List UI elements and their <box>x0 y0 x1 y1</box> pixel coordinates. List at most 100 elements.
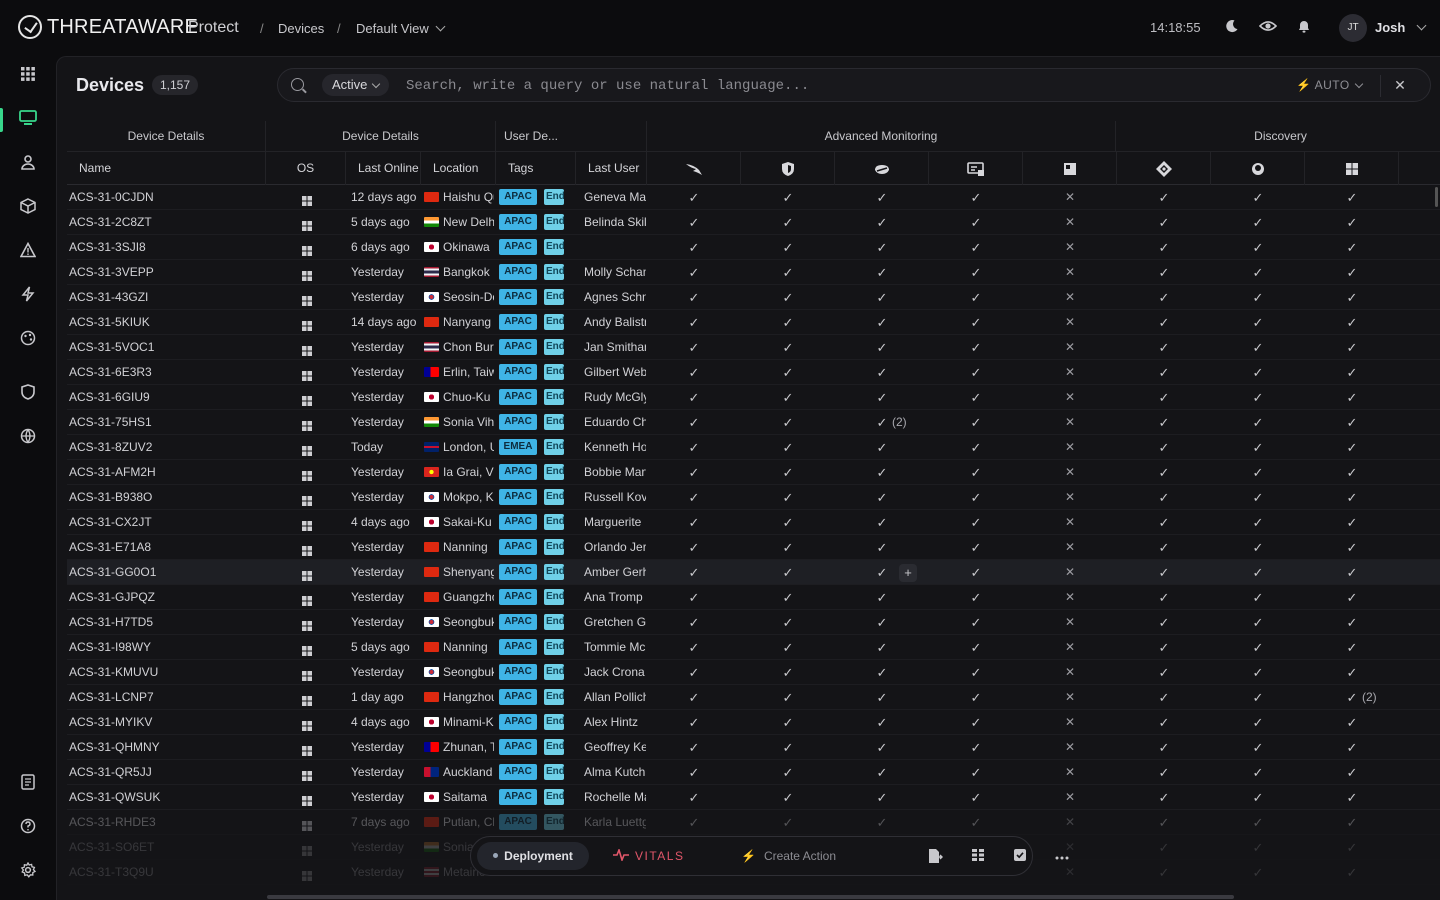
check-icon[interactable]: ✓ <box>1252 715 1264 730</box>
check-icon[interactable]: ✓ <box>876 590 888 605</box>
device-name[interactable]: ACS-31-RHDE3 <box>69 815 156 829</box>
check-icon[interactable]: ✓ <box>1252 340 1264 355</box>
check-icon[interactable]: ✓ <box>1158 365 1170 380</box>
device-name[interactable]: ACS-31-QR5JJ <box>69 765 152 779</box>
view-selector[interactable]: Default View <box>356 21 446 36</box>
check-icon[interactable]: ✓ <box>876 740 888 755</box>
check-icon[interactable]: ✓ <box>876 365 888 380</box>
region-tag[interactable]: APAC <box>499 664 537 680</box>
region-tag[interactable]: APAC <box>499 639 537 655</box>
check-icon[interactable]: ✓ <box>688 740 700 755</box>
help-icon[interactable] <box>14 812 42 840</box>
check-icon[interactable]: ✓ <box>876 440 888 455</box>
check-icon[interactable]: ✓ <box>782 490 794 505</box>
check-icon[interactable]: ✓ <box>1252 390 1264 405</box>
check-icon[interactable]: ✓ <box>688 315 700 330</box>
check-icon[interactable]: ✓ <box>876 290 888 305</box>
network-icon[interactable] <box>14 422 42 450</box>
cross-icon[interactable]: ✕ <box>1064 390 1076 404</box>
check-icon[interactable]: ✓ <box>876 715 888 730</box>
check-icon[interactable]: ✓ <box>782 640 794 655</box>
check-icon[interactable]: ✓ <box>1158 190 1170 205</box>
check-icon[interactable]: ✓ <box>688 715 700 730</box>
region-tag[interactable]: APAC <box>499 214 537 230</box>
check-icon[interactable]: ✓ <box>782 190 794 205</box>
check-icon[interactable]: ✓ <box>970 340 982 355</box>
device-name[interactable]: ACS-31-SO6ET <box>69 840 155 854</box>
check-icon[interactable]: ✓ <box>688 240 700 255</box>
check-icon[interactable]: ✓ <box>1346 515 1358 530</box>
table-row[interactable]: ACS-31-6E3R3 Yesterday Erlin, Taiwan APAC En… <box>67 360 1440 385</box>
check-icon[interactable]: ✓ <box>970 790 982 805</box>
check-icon[interactable]: ✓ <box>876 540 888 555</box>
check-icon[interactable]: ✓ <box>970 565 982 580</box>
check-icon[interactable]: ✓ <box>1346 240 1358 255</box>
check-icon[interactable]: ✓ <box>1252 440 1264 455</box>
check-icon[interactable]: ✓ <box>1158 540 1170 555</box>
check-icon[interactable]: ✓ <box>1346 715 1358 730</box>
check-icon[interactable]: ✓ <box>1252 515 1264 530</box>
region-tag[interactable]: APAC <box>499 589 537 605</box>
query-mode-selector[interactable]: ⚡ AUTO <box>1296 78 1363 92</box>
check-icon[interactable]: ✓ <box>1346 415 1358 430</box>
region-tag[interactable]: APAC <box>499 239 537 255</box>
env-tag[interactable]: Endpoint <box>544 564 564 580</box>
region-tag[interactable]: APAC <box>499 339 537 355</box>
check-icon[interactable]: ✓ <box>1346 490 1358 505</box>
check-icon[interactable]: ✓ <box>970 240 982 255</box>
check-icon[interactable]: ✓ <box>782 340 794 355</box>
check-icon[interactable]: ✓ <box>688 415 700 430</box>
check-icon[interactable]: ✓ <box>970 740 982 755</box>
check-icon[interactable]: ✓ <box>876 340 888 355</box>
check-icon[interactable]: ✓ <box>1158 815 1170 830</box>
cross-icon[interactable]: ✕ <box>1064 290 1076 304</box>
col-windows[interactable] <box>1305 152 1399 185</box>
check-icon[interactable]: ✓ <box>1158 615 1170 630</box>
env-tag[interactable]: Endpoint <box>544 764 564 780</box>
cross-icon[interactable]: ✕ <box>1064 565 1076 579</box>
check-icon[interactable]: ✓ <box>1158 415 1170 430</box>
cross-icon[interactable]: ✕ <box>1064 465 1076 479</box>
check-icon[interactable]: ✓ <box>782 465 794 480</box>
table-row[interactable]: ACS-31-6GIU9 Yesterday Chuo-Ku APAC Endpoint… <box>67 385 1440 410</box>
check-icon[interactable]: ✓ <box>1346 815 1358 830</box>
check-icon[interactable]: ✓ <box>782 815 794 830</box>
check-icon[interactable]: ✓ <box>688 515 700 530</box>
check-icon[interactable]: ✓ <box>688 440 700 455</box>
check-icon[interactable]: ✓ <box>1346 765 1358 780</box>
env-tag[interactable]: Endpoint <box>544 314 564 330</box>
col-sentinelone[interactable] <box>835 152 929 185</box>
env-tag[interactable]: Endpoint <box>544 539 564 555</box>
region-tag[interactable]: APAC <box>499 614 537 630</box>
check-icon[interactable]: ✓ <box>782 440 794 455</box>
device-name[interactable]: ACS-31-6GIU9 <box>69 390 150 404</box>
table-row[interactable]: ACS-31-LCNP7 1 day ago Hangzhou APAC Endpoin… <box>67 685 1440 710</box>
device-name[interactable]: ACS-31-5VOC1 <box>69 340 155 354</box>
check-icon[interactable]: ✓ <box>1252 190 1264 205</box>
check-icon[interactable]: ✓ <box>970 440 982 455</box>
check-icon[interactable]: ✓ <box>1252 490 1264 505</box>
check-icon[interactable]: ✓ <box>782 665 794 680</box>
region-tag[interactable]: APAC <box>499 464 537 480</box>
check-icon[interactable]: ✓ <box>970 715 982 730</box>
check-icon[interactable]: ✓ <box>1158 515 1170 530</box>
check-icon[interactable]: ✓ <box>1346 740 1358 755</box>
check-icon[interactable]: ✓ <box>876 515 888 530</box>
check-icon[interactable]: ✓ <box>1252 690 1264 705</box>
check-icon[interactable]: ✓ <box>970 315 982 330</box>
check-icon[interactable]: ✓ <box>1158 590 1170 605</box>
table-row[interactable]: ACS-31-5VOC1 Yesterday Chon Buri APAC Endpoi… <box>67 335 1440 360</box>
device-name[interactable]: ACS-31-5KIUK <box>69 315 150 329</box>
cross-icon[interactable]: ✕ <box>1064 240 1076 254</box>
table-row[interactable]: ACS-31-H7TD5 Yesterday Seongbuk APAC Endpoin… <box>67 610 1440 635</box>
region-tag[interactable]: APAC <box>499 264 537 280</box>
device-name[interactable]: ACS-31-2C8ZT <box>69 215 152 229</box>
check-icon[interactable]: ✓ <box>688 615 700 630</box>
device-name[interactable]: ACS-31-43GZI <box>69 290 149 304</box>
check-icon[interactable]: ✓ <box>688 690 700 705</box>
cross-icon[interactable]: ✕ <box>1064 665 1076 679</box>
check-icon[interactable]: ✓ <box>970 465 982 480</box>
region-tag[interactable]: APAC <box>499 689 537 705</box>
check-icon[interactable]: ✓ <box>876 615 888 630</box>
col-jamf[interactable] <box>1211 152 1305 185</box>
